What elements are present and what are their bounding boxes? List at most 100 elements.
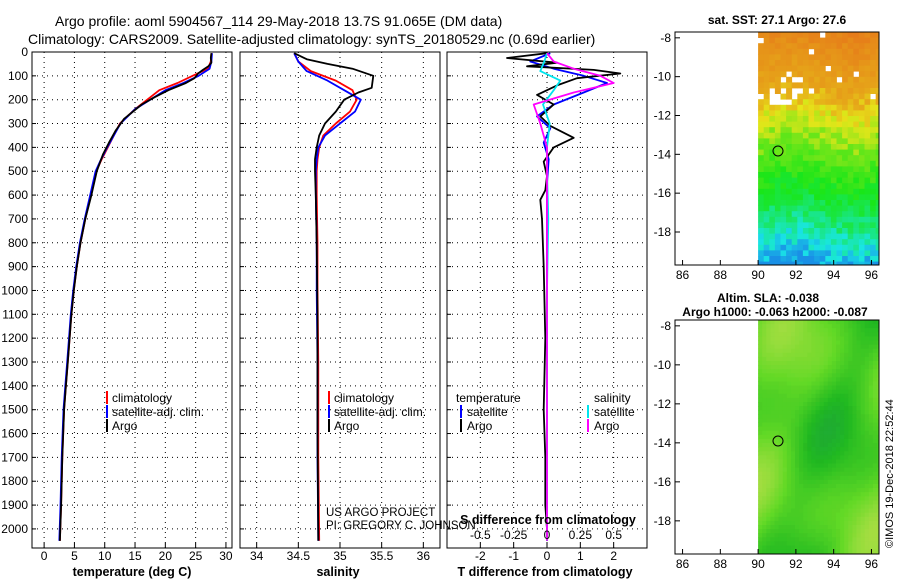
- map-cell: [831, 361, 837, 366]
- map-cell: [795, 451, 800, 456]
- map-cell: [811, 328, 816, 333]
- map-cell: [842, 60, 849, 66]
- map-cell: [786, 82, 793, 89]
- map-cell: [868, 369, 874, 374]
- map-cell: [762, 533, 767, 538]
- credit-project: US ARGO PROJECT: [326, 507, 435, 519]
- map-cell: [868, 516, 874, 522]
- map-cell: [836, 99, 843, 106]
- map-cell: [840, 537, 845, 542]
- map-cell: [795, 348, 800, 354]
- map-cell: [831, 426, 837, 432]
- map-cell: [786, 422, 792, 427]
- map-cell: [848, 369, 853, 374]
- map-cell: [803, 410, 808, 415]
- map-cell: [836, 475, 841, 481]
- map-cell: [815, 336, 820, 341]
- map-cell: [872, 443, 878, 448]
- map-cell: [860, 385, 866, 391]
- map-cell: [766, 463, 771, 468]
- map-cell: [790, 512, 796, 518]
- map-cell: [868, 365, 874, 370]
- map-cell: [811, 459, 816, 464]
- map-cell: [770, 352, 775, 358]
- map-cell: [819, 166, 826, 173]
- map-cell: [840, 533, 845, 538]
- map-cell: [758, 60, 765, 66]
- map-cell: [825, 183, 832, 190]
- map-cell: [807, 541, 812, 546]
- map-cell: [868, 447, 874, 452]
- map-cell: [830, 99, 837, 106]
- map-cell: [875, 32, 880, 38]
- map-cell: [778, 455, 784, 460]
- map-cell: [856, 340, 861, 345]
- map-cell: [827, 402, 833, 407]
- map-cell: [827, 381, 833, 386]
- map-cell: [758, 200, 765, 206]
- map-cell: [875, 149, 880, 156]
- map-cell: [762, 356, 767, 362]
- map-cell: [786, 414, 792, 419]
- map-cell: [856, 447, 861, 452]
- map-cell: [827, 549, 833, 555]
- map-cell: [786, 160, 793, 167]
- map-cell: [758, 228, 765, 234]
- map-cell: [819, 211, 826, 218]
- map-cell: [844, 426, 849, 432]
- map-cell: [840, 377, 845, 382]
- map-cell: [766, 504, 771, 509]
- map-cell: [825, 155, 832, 162]
- map-cell: [815, 369, 820, 374]
- map-cell: [853, 183, 860, 190]
- s-tick-label: 0.25: [569, 528, 593, 542]
- map-cell: [814, 110, 821, 117]
- map-cell: [780, 261, 787, 266]
- map-cell: [836, 504, 841, 509]
- map-cell: [799, 418, 804, 423]
- map-cell: [790, 455, 796, 460]
- map-cell: [840, 369, 845, 374]
- map-cell: [827, 541, 833, 546]
- map-cell: [842, 149, 849, 156]
- map-cell: [802, 104, 809, 111]
- map-cell: [842, 216, 849, 223]
- map-cell: [795, 545, 800, 550]
- map-cell: [762, 525, 767, 530]
- map-cell: [803, 365, 808, 370]
- map-cell: [790, 344, 796, 350]
- map-cell: [844, 381, 849, 386]
- map-cell: [799, 402, 804, 407]
- map-cell: [852, 434, 857, 440]
- map-cell: [766, 352, 771, 358]
- map-cell: [872, 397, 878, 403]
- map-cell: [803, 471, 808, 477]
- map-cell: [868, 410, 874, 415]
- map-cell: [811, 434, 816, 440]
- map-cell: [868, 332, 874, 337]
- map-cell: [853, 32, 860, 38]
- y-tick-label: 1900: [1, 498, 28, 512]
- map-cell: [780, 93, 787, 100]
- map-cell: [802, 116, 809, 122]
- map-cell: [791, 166, 798, 173]
- map-cell: [819, 127, 826, 134]
- map-cell: [852, 336, 857, 341]
- map-cell: [853, 93, 860, 100]
- map-cell: [872, 537, 878, 542]
- map-cell: [836, 332, 841, 337]
- map-cell: [814, 149, 821, 156]
- map-cell: [864, 93, 871, 100]
- map-cell: [864, 434, 870, 440]
- map-cell: [795, 500, 800, 505]
- map-cell: [763, 194, 770, 201]
- map-cell: [807, 344, 812, 350]
- map-cell: [774, 492, 779, 497]
- y-tick-label: 1300: [1, 355, 28, 369]
- map-cell: [827, 385, 833, 391]
- map-cell: [864, 356, 870, 362]
- map-cell: [877, 410, 880, 415]
- map-cell: [766, 533, 771, 538]
- map-cell: [769, 160, 776, 167]
- map-cell: [774, 348, 779, 354]
